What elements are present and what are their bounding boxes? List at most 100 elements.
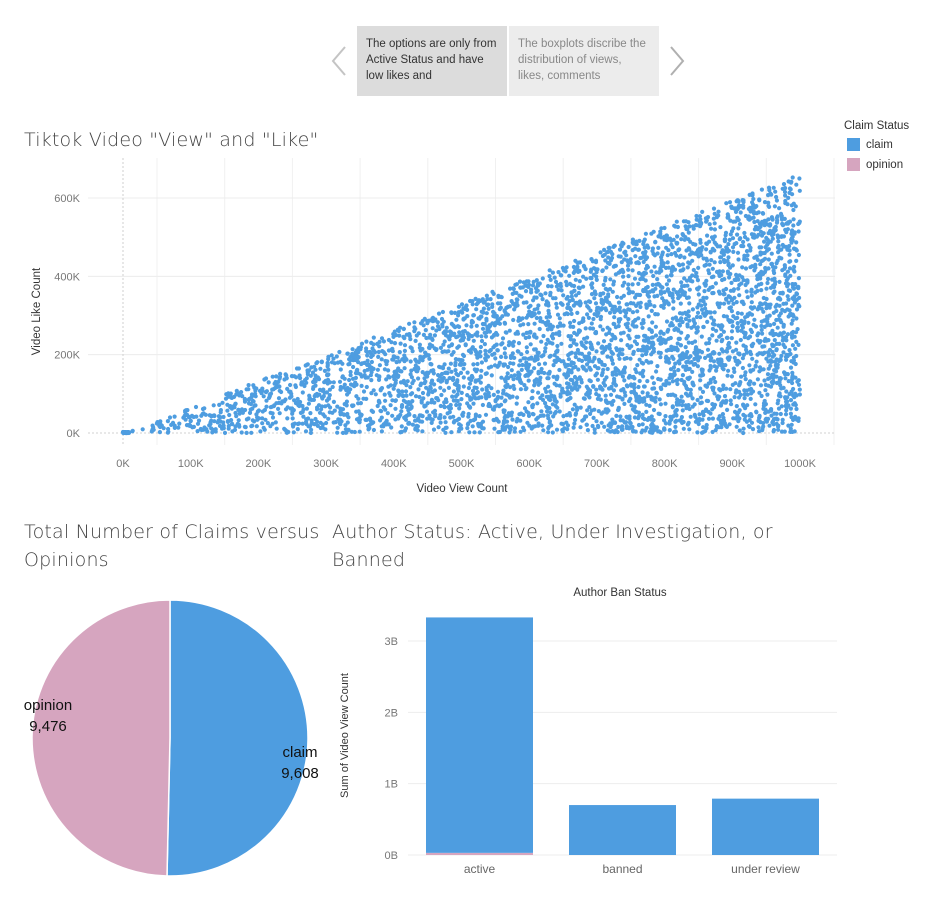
scatter-point [670,404,675,409]
legend-item-claim[interactable]: claim [847,138,909,151]
scatter-point [780,420,785,426]
scatter-point [718,244,723,249]
scatter-point [371,335,376,340]
bar-title: Author Status: Active, Under Investigati… [332,521,773,571]
scatter-point [635,309,640,314]
scatter-point [636,247,642,252]
scatter-point [300,421,305,426]
scatter-point [657,397,662,402]
scatter-point [797,176,802,181]
claim-status-legend[interactable]: Claim Status claim opinion [844,120,909,178]
scatter-point [678,301,683,306]
story-point-1[interactable]: The options are only from Active Status … [357,26,507,96]
scatter-point [253,403,258,408]
scatter-point [664,299,669,304]
scatter-point [706,353,711,358]
scatter-point [751,232,757,237]
scatter-point [666,265,671,270]
scatter-xtick-label: 200K [246,458,272,470]
pie-label-opinion-value: 9,476 [29,718,67,735]
scatter-point [395,374,401,379]
scatter-point [628,356,633,361]
scatter-point [356,401,361,406]
scatter-point [554,301,559,306]
scatter-point [746,320,751,325]
scatter-point [653,395,658,400]
scatter-point [303,429,309,434]
scatter-point [486,302,491,307]
scatter-point [703,428,708,434]
scatter-point [460,333,465,338]
scatter-point [636,384,641,390]
scatter-point [668,372,673,377]
scatter-point [739,311,744,316]
scatter-point [568,351,573,356]
scatter-point [744,249,750,254]
scatter-point [696,265,701,270]
scatter-point [346,415,351,420]
scatter-point [553,296,558,301]
scatter-point [188,419,193,424]
scatter-point [322,414,327,419]
scatter-point [645,379,650,384]
legend-item-opinion[interactable]: opinion [847,158,909,171]
scatter-point [481,310,486,315]
scatter-point [518,418,523,423]
scatter-point [467,430,472,435]
scatter-point [209,418,214,423]
scatter-point [571,361,576,366]
scatter-point [731,301,736,306]
scatter-point [221,414,226,420]
scatter-point [726,300,731,305]
pie-label-claim-value: 9,608 [281,765,319,782]
scatter-point [279,389,284,395]
scatter-point [734,340,739,345]
scatter-point [779,353,784,358]
scatter-point [771,185,776,190]
scatter-point [784,408,789,413]
scatter-point [594,277,599,282]
scatter-point [712,350,717,356]
scatter-point [483,334,489,339]
story-point-2[interactable]: The boxplots discribe the distribution o… [509,26,659,96]
scatter-point [536,390,541,395]
scatter-point [537,362,542,367]
scatter-point [534,295,539,300]
scatter-point [573,351,578,356]
scatter-point [375,367,380,372]
scatter-point [359,412,364,417]
scatter-chart[interactable]: 0K 100K 200K 300K 400K 500K 600K 700K 800K 900K 10… [0,150,940,500]
scatter-point [674,345,679,350]
scatter-point [720,386,726,392]
scatter-point [749,287,754,292]
scatter-point [274,374,279,379]
bar-under-review-claim [712,798,819,855]
scatter-point [611,321,616,326]
scatter-point [723,400,728,405]
scatter-point [481,306,486,311]
scatter-point [631,374,636,379]
scatter-point [701,425,706,430]
scatter-point [500,424,505,429]
legend-label-claim: claim [866,138,893,151]
scatter-point [354,409,359,414]
pie-chart[interactable] [0,590,330,890]
scatter-point [401,393,406,398]
scatter-point [664,348,669,353]
scatter-point [490,407,496,412]
scatter-point [532,321,537,326]
scatter-point [548,353,553,358]
scatter-point [542,370,547,376]
scatter-point [335,425,340,430]
scatter-point [517,372,522,377]
scatter-point [545,409,550,414]
scatter-point [794,339,799,344]
scatter-point [422,381,427,386]
scatter-point [672,372,677,377]
scatter-point [251,383,256,388]
scatter-point [796,342,801,347]
scatter-point [644,344,650,349]
scatter-point [489,373,494,378]
scatter-point [486,306,491,311]
